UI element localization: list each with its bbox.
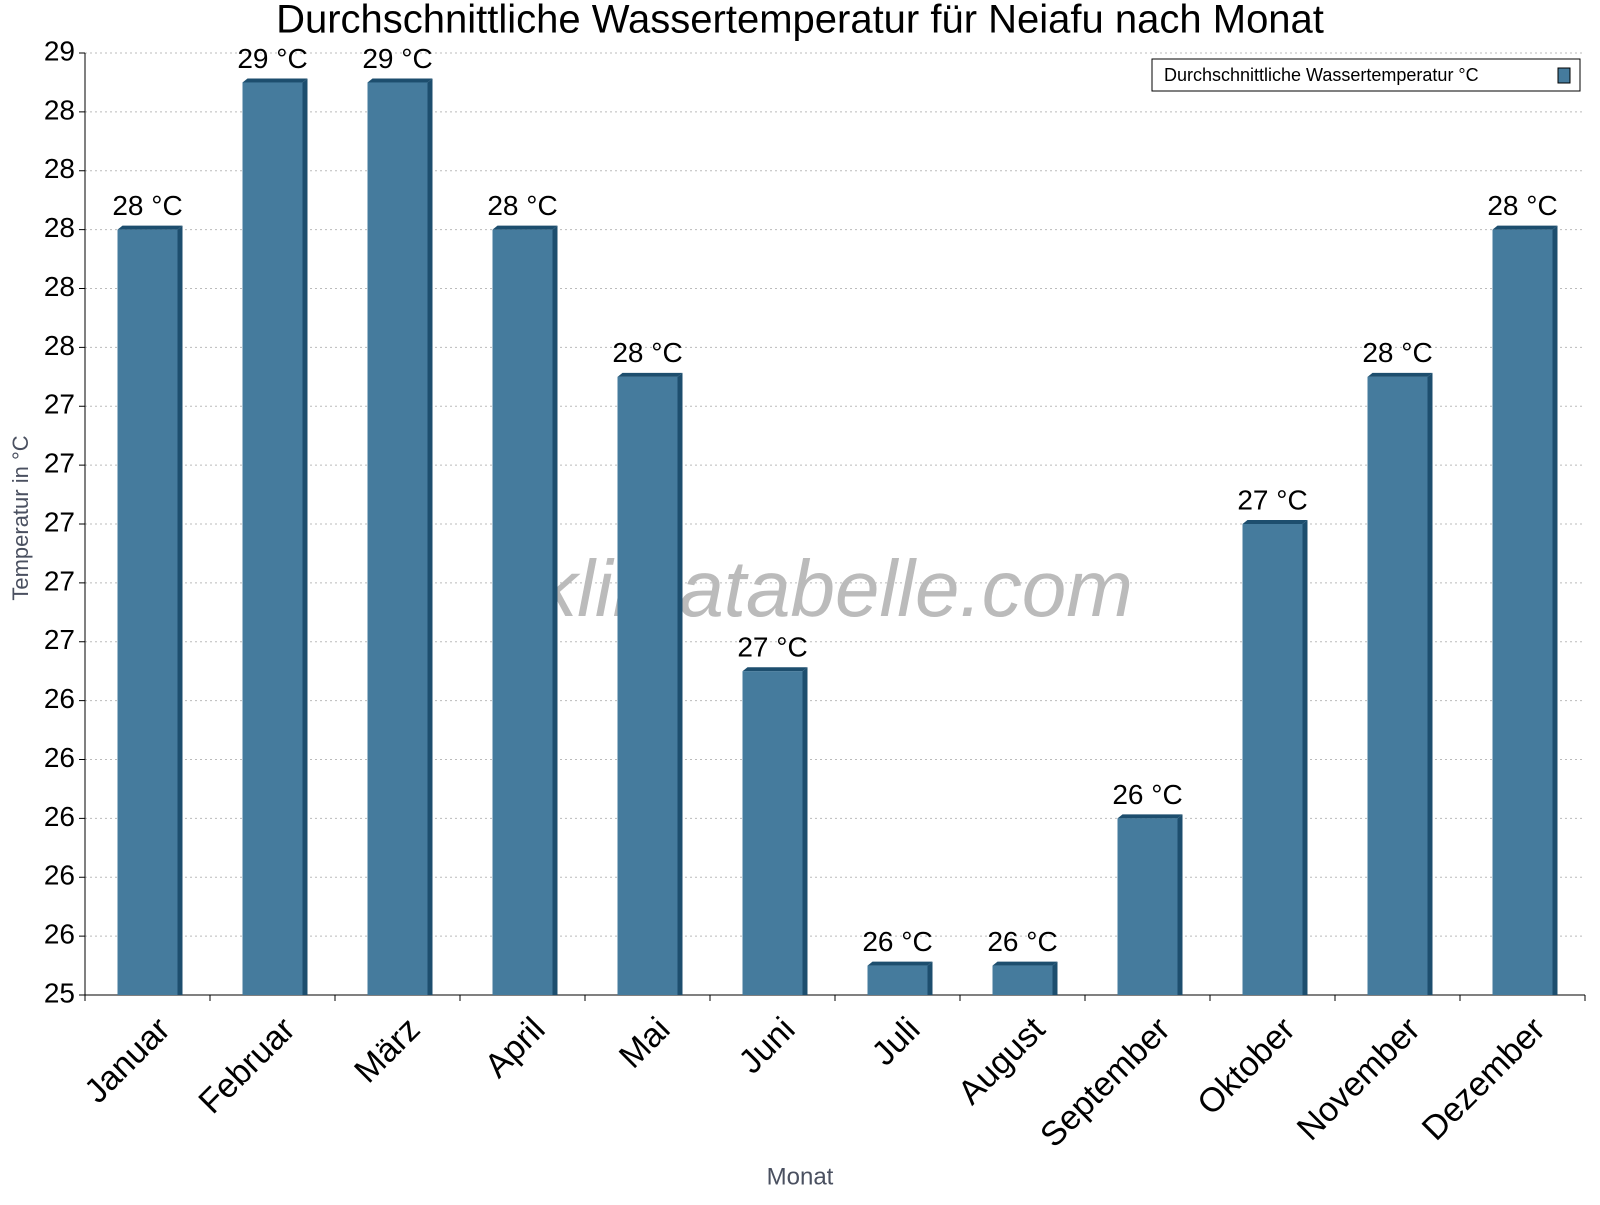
bar: [1117, 818, 1178, 995]
legend-box: [1151, 58, 1581, 92]
bar-top: [1492, 225, 1558, 230]
bar-top: [742, 667, 808, 672]
bar-top: [992, 961, 1058, 966]
bar-top: [1117, 814, 1183, 819]
bar-top: [617, 372, 683, 377]
bar: [992, 965, 1053, 995]
bar-side: [927, 961, 933, 995]
bar-top: [1367, 372, 1433, 377]
bar-side: [427, 78, 433, 995]
value-label: 26 °C: [987, 926, 1057, 957]
legend-label: Durchschnittliche Wassertemperatur °C: [1164, 65, 1479, 85]
y-tick-label: 25: [44, 977, 75, 1008]
value-label: 28 °C: [487, 190, 557, 221]
bar: [742, 671, 803, 995]
x-axis-label: Monat: [767, 1163, 834, 1190]
bar: [1492, 229, 1553, 995]
bar-side: [802, 667, 808, 995]
value-label: 27 °C: [737, 632, 807, 663]
bar-side: [302, 78, 308, 995]
value-label: 29 °C: [362, 43, 432, 74]
bar: [1242, 524, 1303, 995]
y-tick-label: 26: [44, 801, 75, 832]
bar-side: [677, 372, 683, 995]
bar-top: [242, 78, 308, 83]
bar: [867, 965, 928, 995]
legend-swatch: [1557, 67, 1571, 84]
bar-side: [1302, 520, 1308, 995]
bar: [117, 229, 178, 995]
y-tick-label: 28: [44, 330, 75, 361]
y-tick-label: 26: [44, 860, 75, 891]
y-tick-label: 26: [44, 683, 75, 714]
bar-top: [1242, 520, 1308, 524]
bar-top: [492, 225, 558, 230]
bar-top: [367, 78, 433, 83]
bar: [617, 376, 678, 995]
bar-top: [117, 225, 183, 230]
value-label: 28 °C: [1362, 337, 1432, 368]
chart-title: Durchschnittliche Wassertemperatur für N…: [276, 0, 1324, 42]
bar-side: [552, 225, 558, 995]
y-tick-label: 27: [44, 506, 75, 537]
value-label: 26 °C: [862, 926, 932, 957]
y-tick-label: 28: [44, 153, 75, 184]
value-label: 26 °C: [1112, 779, 1182, 810]
bar-top: [867, 961, 933, 966]
y-tick-label: 27: [44, 624, 75, 655]
bar: [242, 82, 303, 995]
bar-side: [1177, 814, 1183, 995]
y-tick-label: 27: [44, 448, 75, 479]
value-label: 27 °C: [1237, 484, 1307, 515]
y-tick-label: 28: [44, 94, 75, 125]
y-tick-label: 26: [44, 742, 75, 773]
bar: [1367, 376, 1428, 995]
bar-side: [1427, 372, 1433, 995]
y-tick-label: 28: [44, 212, 75, 243]
y-axis-label: Temperatur in °C: [8, 435, 33, 600]
bar-side: [1552, 225, 1558, 995]
bar: [367, 82, 428, 995]
value-label: 28 °C: [612, 337, 682, 368]
y-tick-label: 27: [44, 389, 75, 420]
value-label: 29 °C: [237, 43, 307, 74]
bar: [492, 229, 553, 995]
value-label: 28 °C: [1487, 190, 1557, 221]
y-tick-label: 26: [44, 919, 75, 950]
bar-side: [1052, 961, 1058, 995]
y-tick-label: 28: [44, 271, 75, 302]
y-tick-label: 29: [44, 35, 75, 66]
legend: Durchschnittliche Wassertemperatur °C: [1151, 58, 1581, 92]
value-label: 28 °C: [112, 190, 182, 221]
y-tick-label: 27: [44, 565, 75, 596]
bar-side: [177, 225, 183, 995]
